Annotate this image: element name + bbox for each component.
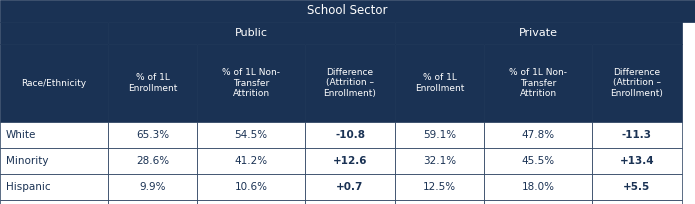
Text: 32.1%: 32.1% [423, 156, 456, 166]
Bar [197, 122, 305, 148]
Text: +5.5: +5.5 [623, 182, 651, 192]
Bar [484, 200, 592, 204]
Bar [197, 44, 305, 122]
Bar [592, 122, 682, 148]
Bar [592, 44, 682, 122]
Bar [0, 174, 108, 200]
Text: 9.9%: 9.9% [139, 182, 165, 192]
Bar [484, 148, 592, 174]
Text: 47.8%: 47.8% [521, 130, 555, 140]
Bar [0, 200, 108, 204]
Text: 10.6%: 10.6% [234, 182, 268, 192]
Text: 12.5%: 12.5% [423, 182, 456, 192]
Bar [0, 0, 695, 22]
Bar [305, 200, 395, 204]
Bar [108, 174, 197, 200]
Bar [108, 148, 197, 174]
Bar [395, 22, 682, 44]
Bar [395, 122, 484, 148]
Text: Difference
(Attrition –
Enrollment): Difference (Attrition – Enrollment) [324, 68, 377, 98]
Bar [197, 148, 305, 174]
Text: % of 1L
Enrollment: % of 1L Enrollment [415, 73, 464, 93]
Bar [395, 200, 484, 204]
Bar [395, 44, 484, 122]
Bar [0, 44, 108, 122]
Bar [0, 122, 108, 148]
Text: 59.1%: 59.1% [423, 130, 456, 140]
Text: 65.3%: 65.3% [136, 130, 169, 140]
Text: Hispanic: Hispanic [6, 182, 51, 192]
Bar [108, 200, 197, 204]
Text: 45.5%: 45.5% [521, 156, 555, 166]
Bar [108, 122, 197, 148]
Bar [592, 200, 682, 204]
Text: % of 1L Non-
Transfer
Attrition: % of 1L Non- Transfer Attrition [509, 68, 567, 98]
Bar [592, 174, 682, 200]
Bar [484, 174, 592, 200]
Bar [108, 44, 197, 122]
Text: -11.3: -11.3 [622, 130, 652, 140]
Text: Private: Private [519, 28, 558, 38]
Bar [305, 174, 395, 200]
Text: +0.7: +0.7 [336, 182, 363, 192]
Bar [484, 122, 592, 148]
Text: 54.5%: 54.5% [234, 130, 268, 140]
Bar [305, 122, 395, 148]
Bar [0, 148, 108, 174]
Text: +12.6: +12.6 [333, 156, 367, 166]
Text: Public: Public [235, 28, 268, 38]
Text: 28.6%: 28.6% [136, 156, 169, 166]
Bar [0, 22, 108, 44]
Text: 18.0%: 18.0% [521, 182, 555, 192]
Text: Difference
(Attrition –
Enrollment): Difference (Attrition – Enrollment) [611, 68, 664, 98]
Bar [108, 22, 395, 44]
Text: -10.8: -10.8 [335, 130, 365, 140]
Bar [305, 44, 395, 122]
Bar [395, 174, 484, 200]
Text: School Sector: School Sector [307, 4, 388, 18]
Text: 41.2%: 41.2% [234, 156, 268, 166]
Bar [592, 148, 682, 174]
Bar [305, 148, 395, 174]
Text: % of 1L Non-
Transfer
Attrition: % of 1L Non- Transfer Attrition [222, 68, 280, 98]
Text: % of 1L
Enrollment: % of 1L Enrollment [128, 73, 177, 93]
Text: +13.4: +13.4 [620, 156, 654, 166]
Text: Race/Ethnicity: Race/Ethnicity [22, 79, 87, 88]
Bar [395, 148, 484, 174]
Text: Minority: Minority [6, 156, 49, 166]
Bar [197, 174, 305, 200]
Text: White: White [6, 130, 36, 140]
Bar [197, 200, 305, 204]
Bar [484, 44, 592, 122]
